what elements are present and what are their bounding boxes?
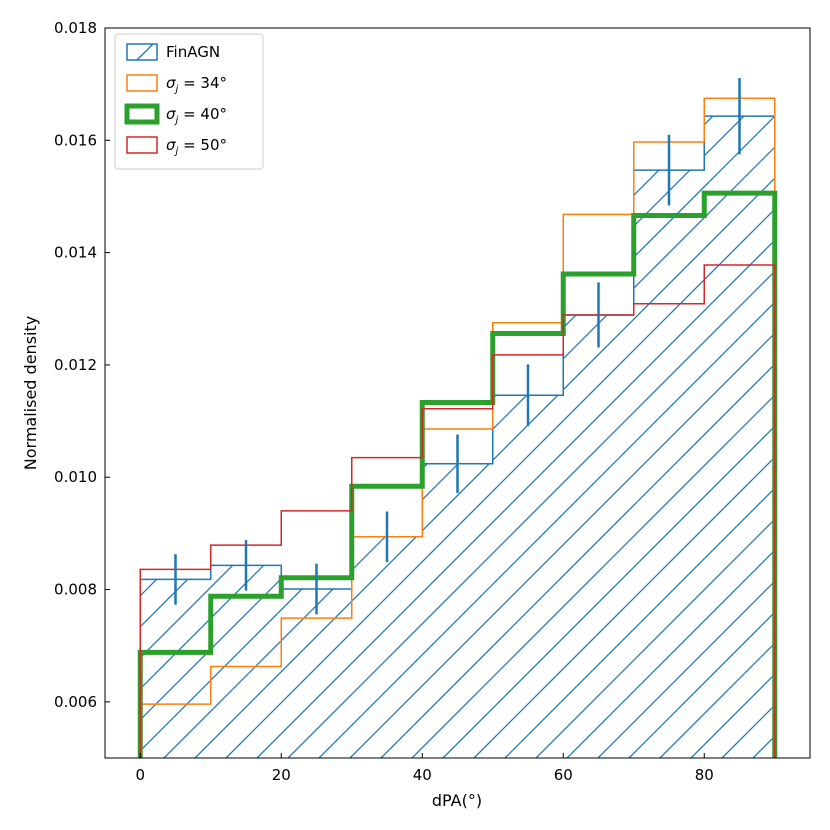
legend-label-0: FinAGN xyxy=(166,43,220,61)
legend-swatch-2 xyxy=(124,103,160,125)
errorbar-layer xyxy=(174,77,741,615)
x-tick-label: 40 xyxy=(413,766,432,784)
legend-label-1: σj = 34° xyxy=(166,74,227,95)
legend-frame xyxy=(114,33,264,170)
y-tick-label: 0.014 xyxy=(54,244,97,262)
legend-swatch-1 xyxy=(126,74,158,92)
series-2-step-line xyxy=(137,190,778,758)
y-tick-label: 0.008 xyxy=(54,581,97,599)
legend: FinAGN σj = 34° σj = 40° σj = 50° xyxy=(114,33,264,170)
x-tick-label: 0 xyxy=(135,766,145,784)
series-1-step-line xyxy=(139,97,776,758)
legend-item-1: σj = 34° xyxy=(126,74,227,95)
x-tick-label: 20 xyxy=(272,766,291,784)
legend-label-3: σj = 50° xyxy=(166,136,227,157)
legend-item-2: σj = 40° xyxy=(124,103,227,126)
x-axis-ticks: 0 20 40 60 80 xyxy=(135,753,714,784)
x-axis-label: dPA(°) xyxy=(432,791,482,810)
y-tick-label: 0.018 xyxy=(54,19,97,37)
plot-frame xyxy=(104,27,811,759)
legend-swatch-0 xyxy=(126,43,158,61)
legend-hatch-0 xyxy=(136,43,154,61)
legend-label-2: σj = 40° xyxy=(166,105,227,126)
x-tick-label: 60 xyxy=(554,766,573,784)
y-tick-label: 0.016 xyxy=(54,131,97,149)
legend-item-3: σj = 50° xyxy=(126,136,227,157)
y-tick-label: 0.010 xyxy=(54,468,97,486)
legend-swatch-3 xyxy=(126,136,158,154)
legend-item-0: FinAGN xyxy=(126,43,220,61)
y-axis-label: Normalised density xyxy=(21,316,40,470)
y-axis-ticks: 0.006 0.008 0.010 0.012 0.014 0.016 0.018 xyxy=(54,19,110,711)
x-tick-label: 80 xyxy=(695,766,714,784)
y-tick-label: 0.012 xyxy=(54,356,97,374)
y-tick-label: 0.006 xyxy=(54,693,97,711)
series-3-step-line xyxy=(139,264,776,758)
